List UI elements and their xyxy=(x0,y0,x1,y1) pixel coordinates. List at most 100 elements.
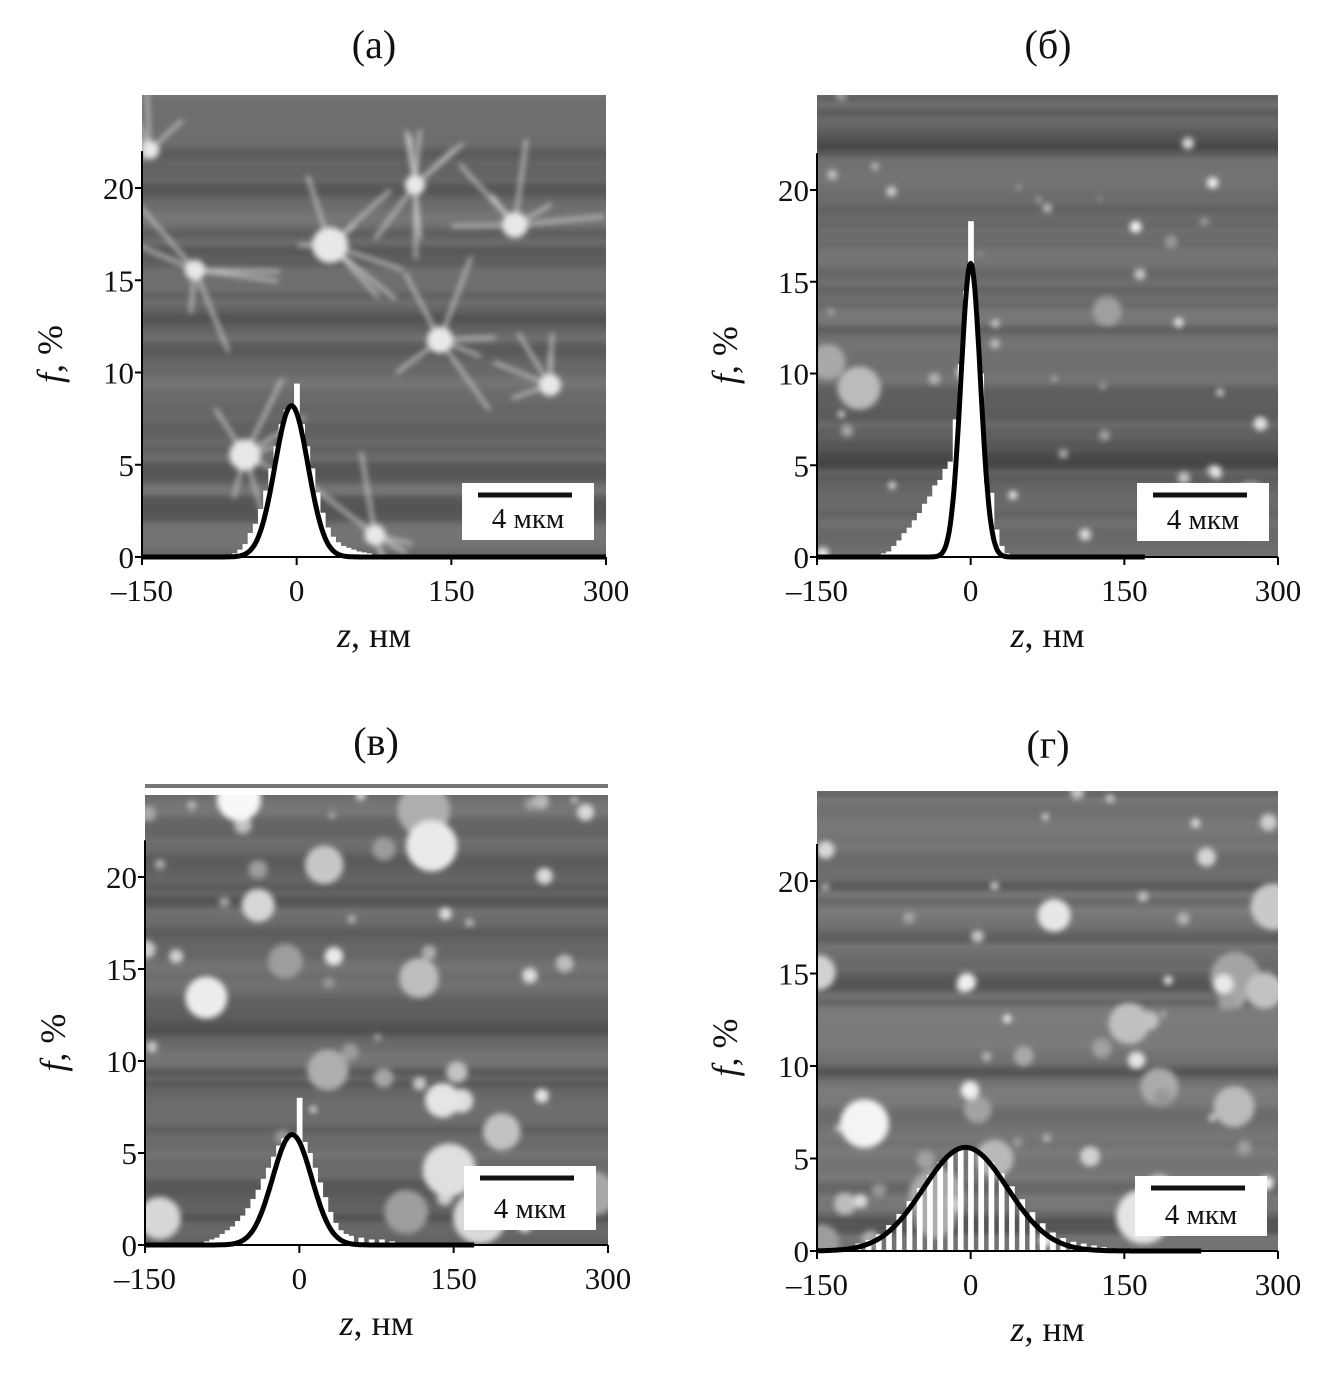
histogram-bar xyxy=(912,520,918,557)
scan-stripe xyxy=(807,427,1288,444)
particle xyxy=(483,1113,520,1150)
cell-body xyxy=(502,212,528,238)
particle xyxy=(1106,795,1114,803)
particle xyxy=(1178,472,1190,484)
histogram-bar xyxy=(958,1147,964,1251)
scan-stripe xyxy=(807,326,1288,333)
particle xyxy=(310,1106,317,1113)
scan-stripe xyxy=(807,1016,1288,1027)
particle xyxy=(348,915,356,923)
particle xyxy=(556,955,574,973)
particle xyxy=(964,1096,992,1124)
particle xyxy=(1207,177,1218,188)
particle xyxy=(916,1151,934,1169)
x-tick-label: 300 xyxy=(583,573,630,608)
scan-stripe xyxy=(807,1078,1288,1088)
scan-stripe xyxy=(807,360,1288,374)
scan-stripe xyxy=(135,884,618,891)
scan-stripe xyxy=(807,1090,1288,1094)
particle xyxy=(137,941,155,959)
particle xyxy=(1079,528,1091,540)
scan-stripe xyxy=(807,929,1288,945)
histogram-bar xyxy=(927,496,933,557)
y-tick-label: 20 xyxy=(106,860,137,895)
scan-stripe xyxy=(135,827,618,841)
histogram-bar xyxy=(932,485,938,557)
particle xyxy=(1260,814,1277,831)
particle xyxy=(146,1041,157,1052)
particle xyxy=(577,804,594,821)
particle xyxy=(384,1190,428,1234)
scan-stripe xyxy=(132,435,616,443)
scan-stripe xyxy=(135,934,618,944)
particle xyxy=(1071,786,1084,799)
x-axis-unit: , нм xyxy=(353,1303,413,1343)
scan-stripe xyxy=(807,109,1288,116)
particle xyxy=(1134,269,1145,280)
y-tick-label: 10 xyxy=(103,356,134,391)
x-axis-var: z xyxy=(336,615,351,655)
particle xyxy=(840,1099,889,1148)
particle xyxy=(821,883,829,891)
y-tick-label: 5 xyxy=(119,448,135,483)
particle xyxy=(217,777,261,821)
particle xyxy=(185,977,227,1019)
particle xyxy=(140,806,155,821)
histogram-bar xyxy=(968,1147,974,1251)
histogram-bar xyxy=(937,1162,943,1251)
particle xyxy=(305,846,344,885)
y-tick-label: 15 xyxy=(778,265,809,300)
y-tick-label: 15 xyxy=(106,952,137,987)
scan-stripe xyxy=(135,896,618,907)
scan-stripe xyxy=(135,960,618,974)
particle xyxy=(439,908,451,920)
y-tick-label: 20 xyxy=(778,173,809,208)
histogram-bar xyxy=(922,504,928,557)
panel-title: (а) xyxy=(352,22,396,67)
y-tick-label: 0 xyxy=(794,1234,810,1269)
particle xyxy=(1008,491,1017,500)
particle xyxy=(1003,1015,1011,1023)
particle xyxy=(399,958,439,998)
particle xyxy=(1038,899,1071,932)
particle xyxy=(1036,197,1041,202)
particle xyxy=(323,977,334,988)
particle xyxy=(413,1077,426,1090)
scan-stripe xyxy=(135,1152,618,1159)
y-tick-label: 20 xyxy=(103,171,134,206)
scan-stripe xyxy=(807,343,1288,349)
scale-bar: 4 мкм xyxy=(1137,483,1269,541)
particle xyxy=(307,1050,348,1091)
histogram-bar xyxy=(284,409,290,557)
y-axis-label: f, % xyxy=(30,325,70,383)
particle xyxy=(1059,449,1068,458)
scan-stripe xyxy=(807,1036,1288,1046)
scale-bar: 4 мкм xyxy=(462,483,594,540)
scan-stripe xyxy=(132,229,616,239)
x-tick-label: –150 xyxy=(113,1261,176,1296)
y-tick-label: 10 xyxy=(778,357,809,392)
particle xyxy=(1092,1039,1112,1059)
particle xyxy=(533,793,549,809)
particle xyxy=(1130,221,1142,233)
histogram-bar xyxy=(989,1162,995,1251)
x-tick-label: 300 xyxy=(585,1261,632,1296)
x-tick-label: 0 xyxy=(292,1261,308,1296)
particle xyxy=(982,1052,992,1062)
scan-stripe xyxy=(132,95,616,99)
scan-stripe xyxy=(132,165,616,180)
scan-stripe xyxy=(132,343,616,355)
particle xyxy=(854,1194,868,1208)
scan-stripe xyxy=(807,1066,1288,1078)
histogram-bar xyxy=(917,513,923,557)
particle xyxy=(838,411,844,417)
particle xyxy=(871,163,878,170)
particle xyxy=(188,805,194,811)
y-tick-label: 10 xyxy=(778,1049,809,1084)
particle xyxy=(1080,1147,1100,1167)
particle xyxy=(1052,377,1056,381)
histogram-bar xyxy=(292,1133,298,1245)
